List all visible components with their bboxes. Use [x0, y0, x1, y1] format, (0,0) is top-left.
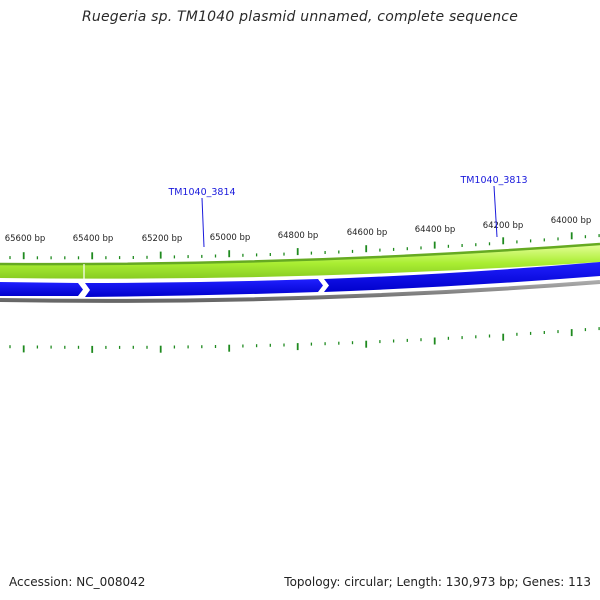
ruler-label: 64800 bp: [278, 231, 319, 241]
ruler-labels: 65600 bp 65400 bp 65200 bp 65000 bp 6480…: [5, 216, 592, 244]
gene-leader-line: [201, 197, 205, 248]
ruler-label: 64200 bp: [483, 221, 524, 231]
ruler-ticks-outer: [9, 232, 600, 260]
ruler-label: 65600 bp: [5, 234, 46, 244]
ruler-label: 64400 bp: [415, 225, 456, 235]
gene-label[interactable]: TM1040_3813: [459, 175, 527, 186]
ruler-ticks-inner: [9, 327, 600, 353]
gene-leader-line: [493, 185, 498, 238]
ruler-label: 65200 bp: [142, 234, 183, 244]
accession-label: Accession: NC_008042: [9, 575, 146, 589]
ruler-label: 64600 bp: [347, 228, 388, 238]
gene-label-group: TM1040_3814 TM1040_3813: [167, 175, 528, 248]
gene-arrow[interactable]: [324, 262, 600, 292]
backbone-ring: [0, 280, 600, 303]
ruler-label: 65000 bp: [210, 233, 251, 243]
ruler-label: 65400 bp: [73, 234, 114, 244]
map-title: Ruegeria sp. TM1040 plasmid unnamed, com…: [81, 9, 519, 25]
forward-strand-band: [0, 244, 600, 279]
gene-arrow[interactable]: [0, 282, 83, 296]
ruler-label: 64000 bp: [551, 216, 592, 226]
summary-label: Topology: circular; Length: 130,973 bp; …: [284, 575, 591, 589]
gene-label[interactable]: TM1040_3814: [167, 187, 235, 198]
gene-arrow[interactable]: [85, 279, 323, 297]
